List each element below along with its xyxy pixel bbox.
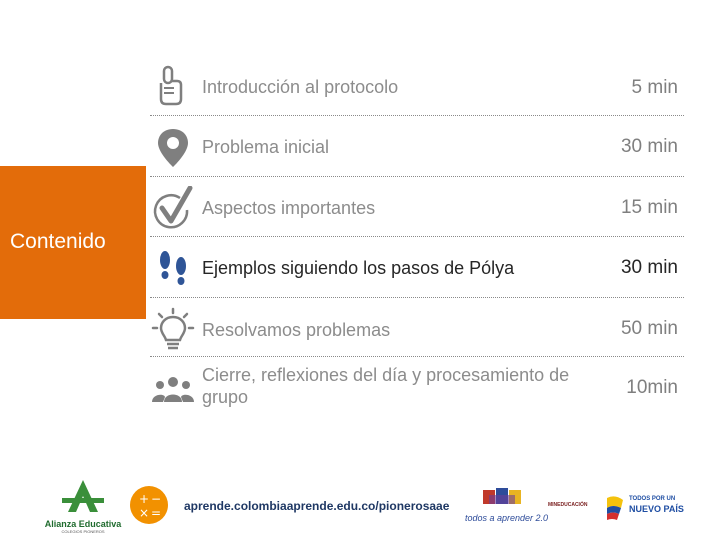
raised-finger-icon	[159, 65, 183, 106]
agenda-item-label: Cierre, reflexiones del día y procesamie…	[202, 365, 570, 407]
agenda-item-label: Ejemplos siguiendo los pasos de Pólya	[202, 258, 515, 278]
row-divider	[150, 356, 684, 357]
row-divider	[150, 115, 684, 116]
contenido-label: Contenido	[10, 230, 106, 253]
row-divider	[150, 176, 684, 177]
svg-text:=: =	[151, 506, 161, 520]
agenda-item-label: Aspectos importantes	[202, 198, 376, 218]
lightbulb-icon	[151, 307, 195, 350]
contenido-panel	[0, 166, 146, 319]
svg-text:−: −	[151, 492, 161, 506]
agenda-row-6: Cierre, reflexiones del día y procesamie…	[150, 364, 684, 416]
alianza-logo-subtext: COLEGIOS PIONEROS	[61, 529, 105, 534]
alianza-a-icon	[62, 480, 104, 512]
agenda-item-duration: 30 min	[620, 136, 678, 157]
mineducacion-logo: MINEDUCACIÓN	[548, 502, 588, 508]
agenda-item-duration: 10min	[626, 377, 678, 398]
agenda-row-1: Introducción al protocolo 5 min	[150, 62, 684, 112]
footprints-icon	[160, 251, 186, 285]
agenda-item-duration: 5 min	[631, 77, 678, 98]
agenda-row-4: Ejemplos siguiendo los pasos de Pólya 30…	[150, 246, 684, 294]
alianza-logo-text: Alianza Educativa	[44, 519, 122, 529]
agenda-row-5: Resolvamos problemas 50 min	[150, 307, 684, 355]
agenda-item-label: Introducción al protocolo	[202, 77, 399, 97]
flag-ribbon-icon	[607, 496, 623, 520]
alianza-educativa-logo: Alianza Educativa COLEGIOS PIONEROS	[38, 478, 128, 534]
map-pin-icon	[158, 129, 188, 167]
checkmark-circle-icon	[153, 186, 193, 229]
row-divider	[150, 236, 684, 237]
svg-text:×: ×	[139, 506, 149, 520]
agenda-item-duration: 50 min	[620, 318, 678, 339]
footer-url-link[interactable]: aprende.colombiaaprende.edu.co/pionerosa…	[184, 499, 450, 513]
math-operations-icon: + − × =	[130, 486, 168, 524]
group-icon	[152, 377, 194, 402]
nuevo-pais-logo: TODOS POR UN NUEVO PAÍS	[603, 494, 687, 524]
agenda-item-duration: 15 min	[620, 197, 678, 218]
svg-text:+: +	[139, 492, 149, 506]
agenda-row-2: Problema inicial 30 min	[150, 125, 684, 173]
todos-logo-text: todos a aprender 2.0	[465, 513, 549, 523]
nuevo-pais-top-text: TODOS POR UN	[629, 496, 676, 502]
todos-a-aprender-logo: todos a aprender 2.0	[465, 486, 549, 526]
agenda-item-duration: 30 min	[620, 257, 678, 278]
colored-blocks-icon	[483, 488, 521, 504]
agenda-row-3: Aspectos importantes 15 min	[150, 186, 684, 234]
nuevo-pais-main-text: NUEVO PAÍS	[629, 504, 684, 514]
row-divider	[150, 297, 684, 298]
agenda-item-label: Resolvamos problemas	[202, 320, 391, 340]
agenda-item-label: Problema inicial	[202, 137, 330, 157]
